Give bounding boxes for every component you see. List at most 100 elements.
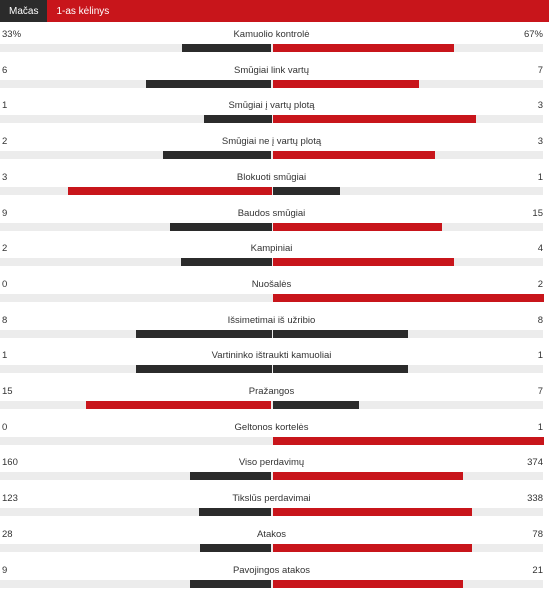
stat-name: Baudos smūgiai — [237, 208, 306, 219]
stat-row: 123 Tikslūs perdavimai 338 — [0, 486, 549, 521]
stat-row: 1 Vartininko ištraukti kamuoliai 1 — [0, 343, 549, 378]
stat-row: 0 Nuošalės 2 — [0, 272, 549, 307]
away-value: 1 — [537, 422, 543, 433]
stat-row: 6 Smūgiai link vartų 7 — [0, 58, 549, 93]
home-bar — [190, 580, 272, 588]
home-bar — [67, 187, 272, 195]
away-value: 8 — [537, 315, 543, 326]
home-bar — [162, 151, 272, 159]
stat-row: 160 Viso perdavimų 374 — [0, 450, 549, 485]
stat-name: Smūgiai į vartų plotą — [228, 100, 315, 111]
stat-track — [0, 258, 543, 266]
stat-name: Viso perdavimų — [238, 457, 305, 468]
stat-name: Kamuolio kontrolė — [233, 29, 310, 40]
away-value: 3 — [537, 100, 543, 111]
stat-track — [0, 44, 543, 52]
home-bar — [86, 401, 272, 409]
away-value: 7 — [537, 65, 543, 76]
stat-name: Blokuoti smūgiai — [236, 172, 307, 183]
away-bar — [272, 508, 472, 516]
away-value: 1 — [537, 172, 543, 183]
stat-track — [0, 151, 543, 159]
stat-row: 3 Blokuoti smūgiai 1 — [0, 165, 549, 200]
stat-track — [0, 365, 543, 373]
home-value: 28 — [2, 529, 13, 540]
home-bar — [190, 472, 272, 480]
home-value: 8 — [2, 315, 8, 326]
home-value: 2 — [2, 243, 8, 254]
home-value: 1 — [2, 350, 8, 361]
home-value: 33% — [2, 29, 22, 40]
home-value: 0 — [2, 422, 8, 433]
home-value: 123 — [2, 493, 18, 504]
stat-track — [0, 330, 543, 338]
tab-first-half[interactable]: 1-as kėlinys — [56, 5, 110, 17]
tab-match[interactable]: Mačas — [0, 0, 48, 22]
away-value: 338 — [527, 493, 543, 504]
stat-track — [0, 437, 543, 445]
home-value: 160 — [2, 457, 18, 468]
away-bar — [272, 437, 544, 445]
stat-track — [0, 544, 543, 552]
away-value: 4 — [537, 243, 543, 254]
home-bar — [199, 544, 272, 552]
stat-row: 9 Baudos smūgiai 15 — [0, 201, 549, 236]
away-value: 15 — [532, 208, 543, 219]
stat-row: 2 Smūgiai ne į vartų plotą 3 — [0, 129, 549, 164]
away-bar — [272, 365, 409, 373]
home-value: 1 — [2, 100, 8, 111]
away-bar — [272, 187, 341, 195]
stat-track — [0, 223, 543, 231]
stat-row: 9 Pavojingos atakos 21 — [0, 558, 549, 593]
stat-track — [0, 508, 543, 516]
home-bar — [199, 508, 272, 516]
away-value: 78 — [532, 529, 543, 540]
stat-row: 15 Pražangos 7 — [0, 379, 549, 414]
stat-name: Pavojingos atakos — [232, 565, 311, 576]
away-bar — [272, 401, 359, 409]
stat-row: 33% Kamuolio kontrolė 67% — [0, 22, 549, 57]
stat-row: 28 Atakos 78 — [0, 522, 549, 557]
stat-track — [0, 472, 543, 480]
away-bar — [272, 80, 419, 88]
home-value: 9 — [2, 565, 8, 576]
stat-track — [0, 580, 543, 588]
tab-bar: Mačas 1-as kėlinys — [0, 0, 549, 22]
stat-name: Kampiniai — [250, 243, 293, 254]
away-bar — [272, 151, 436, 159]
stat-track — [0, 187, 543, 195]
away-bar — [272, 223, 443, 231]
stat-name: Išsimetimai iš užribio — [227, 315, 316, 326]
away-bar — [272, 580, 463, 588]
home-value: 2 — [2, 136, 8, 147]
away-value: 21 — [532, 565, 543, 576]
home-value: 0 — [2, 279, 8, 290]
stat-name: Atakos — [256, 529, 287, 540]
away-bar — [272, 115, 477, 123]
stat-track — [0, 115, 543, 123]
home-bar — [146, 80, 272, 88]
home-value: 9 — [2, 208, 8, 219]
home-bar — [203, 115, 272, 123]
away-bar — [272, 472, 463, 480]
home-bar — [135, 365, 272, 373]
away-bar — [272, 294, 544, 302]
stat-name: Smūgiai link vartų — [234, 65, 309, 76]
home-bar — [169, 223, 272, 231]
away-value: 3 — [537, 136, 543, 147]
home-bar — [135, 330, 272, 338]
away-bar — [272, 258, 454, 266]
home-value: 3 — [2, 172, 8, 183]
away-value: 67% — [523, 29, 543, 40]
stat-name: Nuošalės — [251, 279, 292, 290]
away-bar — [272, 544, 473, 552]
stat-name: Pražangos — [248, 386, 295, 397]
stat-track — [0, 401, 543, 409]
stat-row: 2 Kampiniai 4 — [0, 236, 549, 271]
away-value: 7 — [537, 386, 543, 397]
stat-track — [0, 80, 543, 88]
away-bar — [272, 330, 409, 338]
away-value: 374 — [527, 457, 543, 468]
away-bar — [272, 44, 455, 52]
away-value: 2 — [537, 279, 543, 290]
